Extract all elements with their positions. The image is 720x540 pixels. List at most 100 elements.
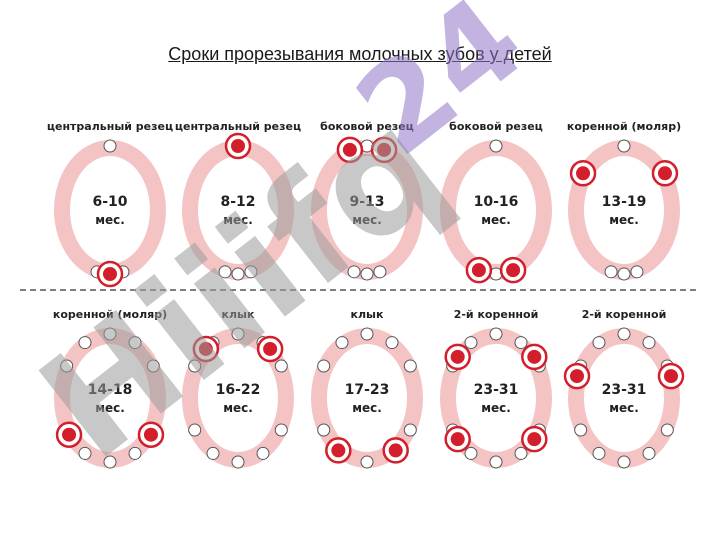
tooth-type-label: коренной (моляр)	[53, 308, 167, 321]
tooth	[188, 359, 202, 373]
tooth	[317, 423, 331, 437]
tooth	[218, 265, 232, 279]
gum-outline	[182, 140, 294, 280]
tooth	[128, 336, 142, 350]
age-range: 23-31	[474, 382, 519, 398]
jaw-panel: 2-й коренной 23-31 мес.	[440, 308, 552, 469]
tooth	[231, 455, 245, 469]
erupting-tooth	[342, 142, 357, 157]
tooth	[592, 336, 606, 350]
tooth	[360, 327, 374, 341]
tooth	[373, 265, 387, 279]
tooth	[78, 336, 92, 350]
erupting-tooth	[506, 263, 521, 278]
age-range: 13-19	[602, 194, 647, 210]
tooth	[514, 336, 528, 350]
jaw-panel: боковой резец 9-13 мес.	[311, 120, 423, 281]
tooth	[256, 446, 270, 460]
erupting-tooth	[663, 369, 678, 384]
erupting-tooth	[103, 267, 117, 281]
age-unit: мес.	[481, 401, 511, 415]
gum-outline	[54, 140, 166, 280]
erupting-tooth	[263, 341, 278, 356]
tooth	[604, 265, 618, 279]
age-unit: мес.	[95, 213, 125, 227]
erupting-tooth	[527, 349, 542, 364]
tooth	[617, 267, 631, 281]
erupting-tooth	[377, 142, 392, 157]
tooth	[385, 336, 399, 350]
erupting-tooth	[576, 166, 591, 181]
erupting-tooth	[143, 427, 158, 442]
tooth	[347, 265, 361, 279]
age-unit: мес.	[481, 213, 511, 227]
tooth	[231, 267, 245, 281]
age-unit: мес.	[609, 401, 639, 415]
erupting-tooth	[657, 166, 672, 181]
erupting-tooth	[62, 427, 77, 442]
tooth	[617, 455, 631, 469]
tooth	[360, 455, 374, 469]
tooth	[617, 327, 631, 341]
age-range: 9-13	[349, 194, 384, 210]
tooth	[128, 446, 142, 460]
tooth	[489, 327, 503, 341]
tooth	[642, 446, 656, 460]
age-range: 14-18	[88, 382, 133, 398]
tooth	[592, 446, 606, 460]
tooth	[464, 446, 478, 460]
tooth	[403, 359, 417, 373]
jaw-panel: центральный резец 6-10 мес.	[47, 120, 173, 288]
tooth	[274, 359, 288, 373]
tooth	[188, 423, 202, 437]
tooth	[642, 336, 656, 350]
tooth	[489, 139, 503, 153]
jaw-panel: боковой резец 10-16 мес.	[440, 120, 552, 284]
tooth-type-label: 2-й коренной	[582, 308, 667, 321]
tooth	[146, 359, 160, 373]
tooth	[360, 267, 374, 281]
age-range: 6-10	[92, 194, 127, 210]
tooth	[514, 446, 528, 460]
jaw-panel: 2-й коренной 23-31 мес.	[563, 308, 685, 469]
gum-outline	[311, 140, 423, 280]
tooth-type-label: клык	[222, 308, 255, 321]
tooth	[617, 139, 631, 153]
tooth	[403, 423, 417, 437]
age-unit: мес.	[352, 401, 382, 415]
erupting-tooth	[570, 369, 585, 384]
tooth	[630, 265, 644, 279]
tooth	[206, 446, 220, 460]
erupting-tooth	[198, 341, 213, 356]
tooth	[78, 446, 92, 460]
tooth-type-label: 2-й коренной	[454, 308, 539, 321]
age-unit: мес.	[609, 213, 639, 227]
age-range: 8-12	[220, 194, 255, 210]
erupting-tooth	[527, 432, 542, 447]
jaw-panel: коренной (моляр) 13-19 мес.	[567, 120, 681, 281]
page-title: Сроки прорезывания молочных зубов у дете…	[168, 44, 552, 64]
tooth	[335, 336, 349, 350]
jaw-panel: коренной (моляр) 14-18 мес.	[53, 308, 167, 469]
tooth	[244, 265, 258, 279]
erupting-tooth	[471, 263, 486, 278]
erupting-tooth	[331, 443, 346, 458]
erupting-tooth	[388, 443, 403, 458]
tooth	[574, 423, 588, 437]
tooth	[464, 336, 478, 350]
age-unit: мес.	[223, 401, 253, 415]
jaw-panel: клык 17-23 мес.	[311, 308, 423, 469]
tooth-type-label: боковой резец	[449, 120, 543, 133]
tooth-type-label: коренной (моляр)	[567, 120, 681, 133]
age-range: 16-22	[216, 382, 261, 398]
tooth	[231, 327, 245, 341]
age-unit: мес.	[352, 213, 382, 227]
age-unit: мес.	[95, 401, 125, 415]
erupting-tooth	[231, 139, 245, 153]
tooth	[317, 359, 331, 373]
tooth	[103, 455, 117, 469]
erupting-tooth	[450, 349, 465, 364]
age-unit: мес.	[223, 213, 253, 227]
gum-outline	[440, 140, 552, 280]
